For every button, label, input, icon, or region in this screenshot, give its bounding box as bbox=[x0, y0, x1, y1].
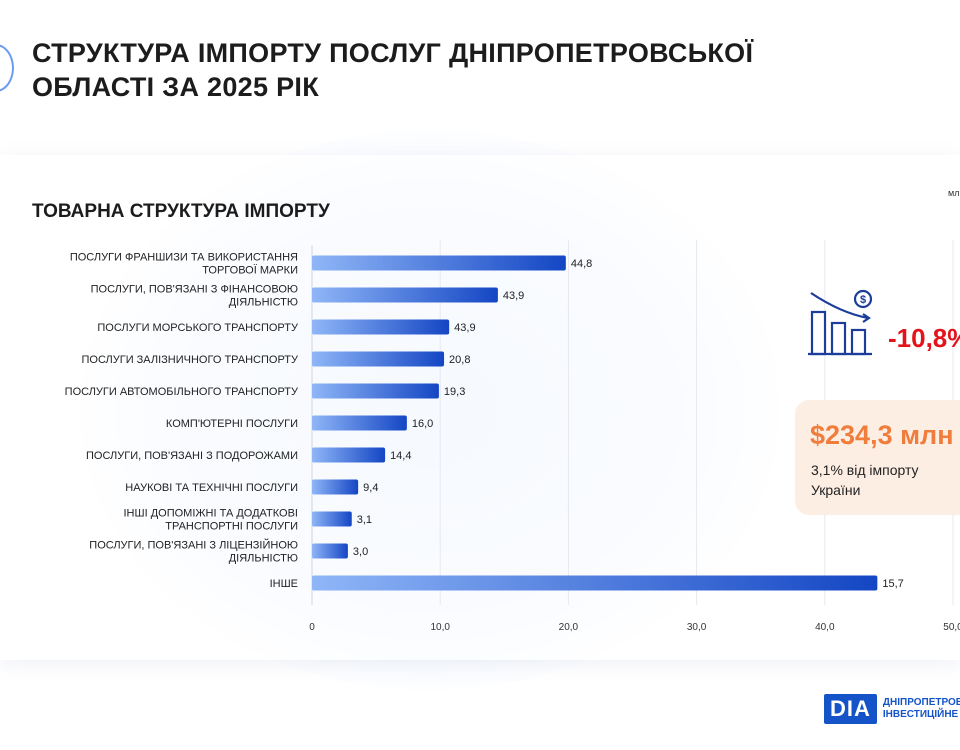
category-label: ПОСЛУГИ, ПОВ'ЯЗАНІ З ЛІЦЕНЗІЙНОЮ bbox=[89, 539, 298, 552]
title-line-1: СТРУКТУРА ІМПОРТУ ПОСЛУГ ДНІПРОПЕТРОВСЬК… bbox=[32, 38, 754, 68]
x-tick-label: 20,0 bbox=[559, 622, 579, 633]
data-label: 19,3 bbox=[444, 386, 465, 398]
category-label: ПОСЛУГИ, ПОВ'ЯЗАНІ З ПОДОРОЖАМИ bbox=[86, 450, 298, 462]
category-label: ПОСЛУГИ, ПОВ'ЯЗАНІ З ФІНАНСОВОЮ bbox=[91, 284, 298, 296]
x-tick-label: 10,0 bbox=[430, 622, 450, 633]
bar-chart: ПОСЛУГИ ФРАНШИЗИ ТА ВИКОРИСТАННЯТОРГОВОЇ… bbox=[65, 240, 960, 633]
category-label: НАУКОВІ ТА ТЕХНІЧНІ ПОСЛУГИ bbox=[125, 482, 298, 494]
data-label: 3,1 bbox=[357, 514, 372, 526]
title-line-2: ОБЛАСТІ ЗА 2025 РІК bbox=[32, 72, 319, 102]
chart-title: ТОВАРНА СТРУКТУРА ІМПОРТУ bbox=[32, 201, 330, 222]
category-label: КОМП'ЮТЕРНІ ПОСЛУГИ bbox=[166, 418, 298, 430]
total-card bbox=[795, 400, 960, 515]
bar bbox=[312, 383, 439, 399]
category-label: ПОСЛУГИ ЗАЛІЗНИЧНОГО ТРАНСПОРТУ bbox=[82, 354, 300, 366]
bar bbox=[312, 415, 407, 431]
logo-line-2: ІНВЕСТИЦІЙНЕ bbox=[882, 709, 959, 720]
data-label: 20,8 bbox=[449, 354, 470, 366]
category-label: ДІЯЛЬНІСТЮ bbox=[229, 553, 298, 565]
x-tick-label: 30,0 bbox=[687, 622, 707, 633]
data-label: 14,4 bbox=[390, 450, 411, 462]
category-label: ІНШІ ДОПОМІЖНІ ТА ДОДАТКОВІ bbox=[124, 508, 299, 520]
category-label: ДІЯЛЬНІСТЮ bbox=[229, 297, 298, 309]
share-text: 3,1% від імпорту України bbox=[811, 462, 919, 498]
logo-line-1: ДНІПРОПЕТРОВ bbox=[882, 697, 960, 708]
data-label: 16,0 bbox=[412, 418, 433, 430]
bar bbox=[312, 255, 566, 271]
total-value: $234,3 млн bbox=[810, 420, 954, 450]
x-tick-label: 50,0 bbox=[943, 622, 960, 633]
bar bbox=[312, 575, 878, 591]
dia-logo: DIA ДНІПРОПЕТРОВ ІНВЕСТИЦІЙНЕ bbox=[824, 694, 960, 724]
category-label: ПОСЛУГИ ФРАНШИЗИ ТА ВИКОРИСТАННЯ bbox=[70, 252, 298, 264]
bar bbox=[312, 351, 445, 367]
data-label: 3,0 bbox=[353, 546, 368, 558]
data-label: 9,4 bbox=[363, 482, 378, 494]
category-label: ТРАНСПОРТНІ ПОСЛУГИ bbox=[165, 521, 298, 533]
bar bbox=[312, 479, 359, 495]
category-label: ТОРГОВОЇ МАРКИ bbox=[202, 265, 298, 277]
page-title: СТРУКТУРА ІМПОРТУ ПОСЛУГ ДНІПРОПЕТРОВСЬК… bbox=[32, 36, 753, 104]
units-label: мл bbox=[948, 188, 960, 198]
category-label: ПОСЛУГИ АВТОМОБІЛЬНОГО ТРАНСПОРТУ bbox=[65, 386, 299, 398]
x-tick-label: 40,0 bbox=[815, 622, 835, 633]
category-label: ПОСЛУГИ МОРСЬКОГО ТРАНСПОРТУ bbox=[97, 322, 299, 334]
bar bbox=[312, 287, 498, 303]
category-label: ІНШЕ bbox=[270, 578, 298, 590]
svg-text:$: $ bbox=[860, 294, 866, 306]
bar bbox=[312, 511, 352, 527]
data-label: 43,9 bbox=[503, 290, 524, 302]
data-label: 44,8 bbox=[571, 258, 592, 270]
data-label: 15,7 bbox=[882, 578, 903, 590]
declining-chart-dollar-icon: $ bbox=[808, 289, 873, 356]
bar bbox=[312, 447, 386, 463]
bar bbox=[312, 543, 348, 559]
logo-mark: DIA bbox=[824, 694, 877, 724]
x-tick-label: 0 bbox=[309, 622, 315, 633]
change-percent: -10,8% bbox=[888, 323, 960, 353]
data-label: 43,9 bbox=[454, 322, 475, 334]
globe-icon bbox=[0, 44, 14, 92]
bar bbox=[312, 319, 450, 335]
